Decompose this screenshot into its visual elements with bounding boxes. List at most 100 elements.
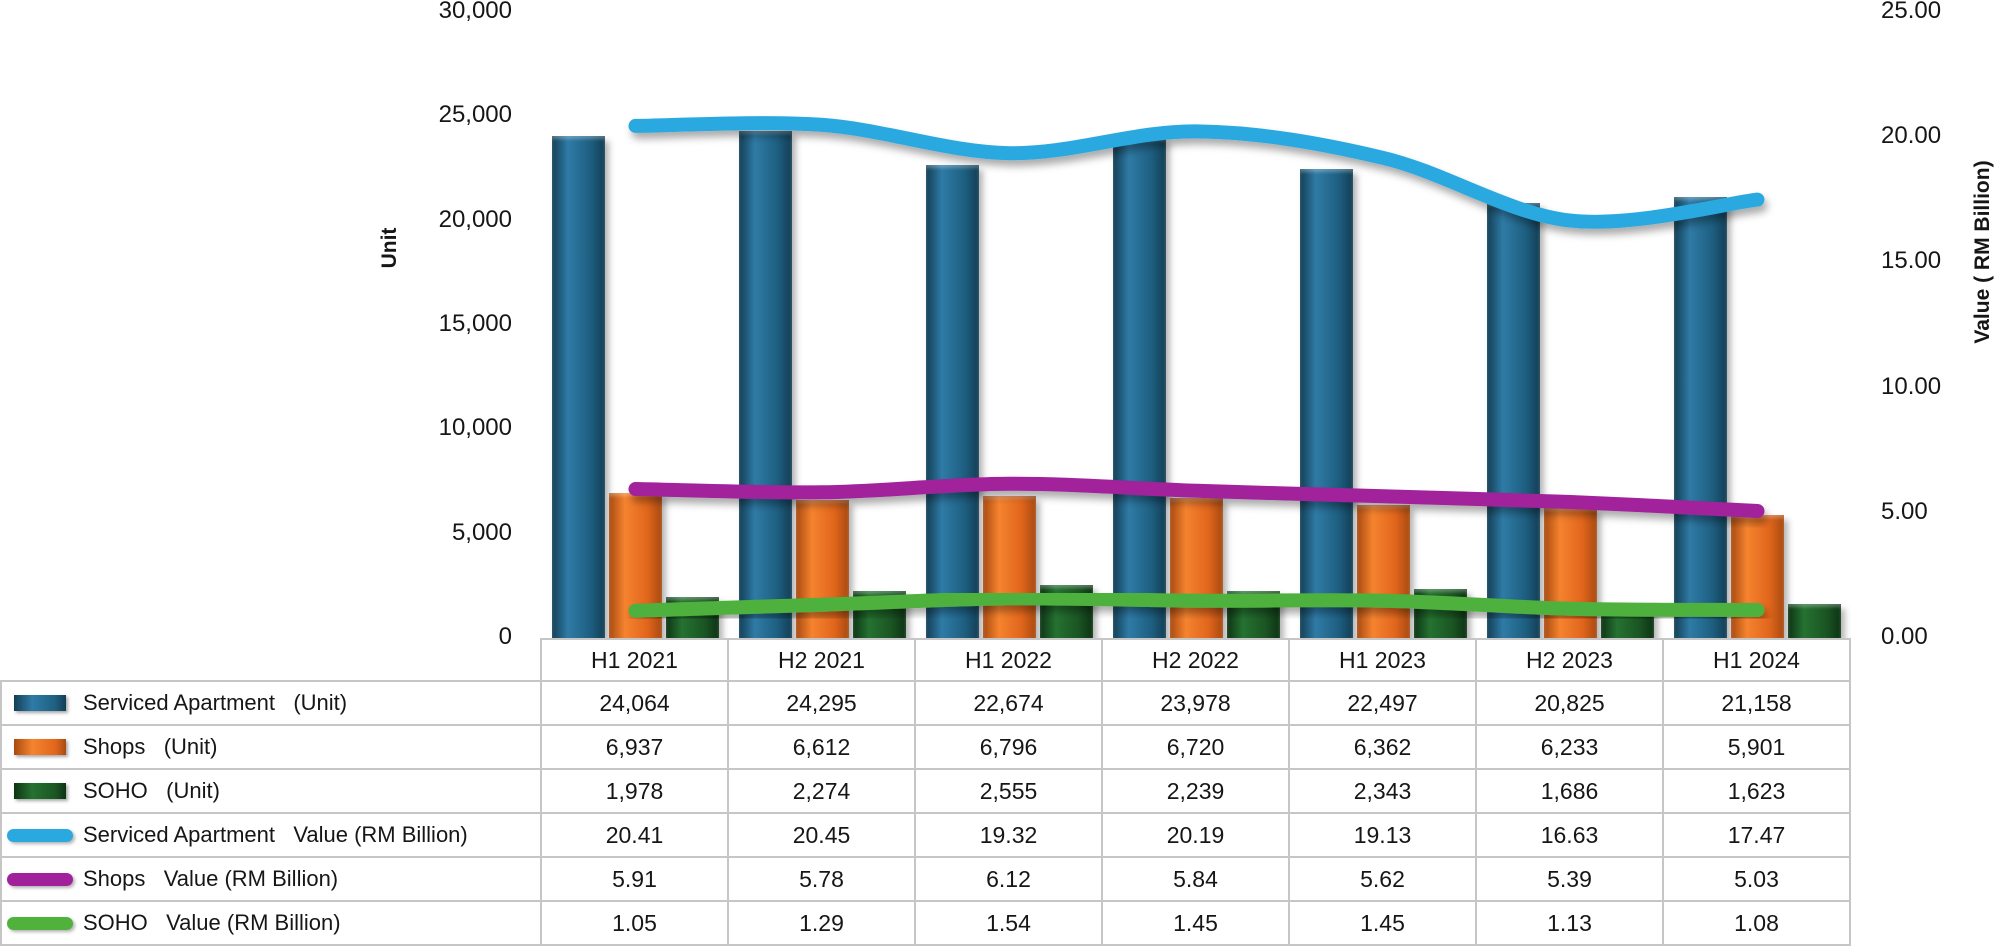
table-value-soho-unit-h2-2021: 2,274 bbox=[729, 770, 916, 814]
bar-shops-unit-h1-2022 bbox=[983, 496, 1036, 638]
table-corner-blank bbox=[0, 638, 542, 682]
table-value-serviced-apartment-unit-h1-2022: 22,674 bbox=[916, 682, 1103, 726]
table-value-shops-unit-h2-2023: 6,233 bbox=[1477, 726, 1664, 770]
table-value-serviced-apartment-unit-h2-2022: 23,978 bbox=[1103, 682, 1290, 726]
table-value-soho-value-h2-2022: 1.45 bbox=[1103, 902, 1290, 946]
bar-serviced-apartment-unit-h2-2023 bbox=[1487, 203, 1540, 638]
table-value-soho-value-h1-2024: 1.08 bbox=[1664, 902, 1851, 946]
legend-bar-swatch-shops-unit bbox=[14, 739, 66, 755]
bar-shops-unit-h2-2023 bbox=[1544, 508, 1597, 638]
table-value-soho-unit-h1-2022: 2,555 bbox=[916, 770, 1103, 814]
legend-cell-serviced-apartment-value: Serviced Apartment Value (RM Billion) bbox=[0, 814, 542, 858]
legend-label: Serviced Apartment Value (RM Billion) bbox=[83, 822, 468, 847]
legend-line-swatch-soho-value bbox=[7, 916, 73, 930]
table-value-shops-unit-h1-2022: 6,796 bbox=[916, 726, 1103, 770]
table-value-shops-value-h1-2023: 5.62 bbox=[1290, 858, 1477, 902]
right-axis-tick: 20.00 bbox=[1881, 122, 1942, 150]
bar-serviced-apartment-unit-h1-2024 bbox=[1674, 197, 1727, 638]
left-axis-tick: 25,000 bbox=[438, 101, 512, 129]
table-value-soho-value-h1-2022: 1.54 bbox=[916, 902, 1103, 946]
left-axis-tick: 10,000 bbox=[438, 414, 512, 442]
left-axis-tick: 15,000 bbox=[438, 310, 512, 337]
legend-label: SOHO Value (RM Billion) bbox=[83, 910, 341, 935]
legend-line-swatch-shops-value bbox=[7, 872, 73, 886]
legend-swatch-box bbox=[7, 916, 79, 930]
table-value-shops-unit-h2-2021: 6,612 bbox=[729, 726, 916, 770]
table-value-serviced-apartment-unit-h2-2023: 20,825 bbox=[1477, 682, 1664, 726]
bar-soho-unit-h2-2022 bbox=[1227, 591, 1280, 638]
table-value-soho-unit-h1-2023: 2,343 bbox=[1290, 770, 1477, 814]
bar-soho-unit-h1-2022 bbox=[1040, 585, 1093, 638]
right-axis-tick: 5.00 bbox=[1881, 497, 1928, 525]
left-axis-tick: 5,000 bbox=[451, 518, 512, 546]
bar-serviced-apartment-unit-h1-2022 bbox=[926, 165, 979, 638]
legend-swatch-box bbox=[7, 872, 79, 886]
table-value-soho-unit-h1-2021: 1,978 bbox=[542, 770, 729, 814]
legend-label: Serviced Apartment (Unit) bbox=[83, 690, 348, 715]
legend-bar-swatch-serviced-apartment-unit bbox=[14, 695, 66, 711]
legend-swatch-box bbox=[7, 783, 79, 799]
table-value-shops-value-h1-2021: 5.91 bbox=[542, 858, 729, 902]
table-header-cell: H2 2022 bbox=[1103, 638, 1290, 682]
table-value-soho-unit-h2-2022: 2,239 bbox=[1103, 770, 1290, 814]
legend-swatch-box bbox=[7, 695, 79, 711]
table-value-soho-unit-h2-2023: 1,686 bbox=[1477, 770, 1664, 814]
legend-line-swatch-serviced-apartment-value bbox=[7, 828, 73, 842]
legend-label: Shops (Unit) bbox=[83, 734, 218, 759]
table-header-cell: H2 2023 bbox=[1477, 638, 1664, 682]
bar-soho-unit-h1-2024 bbox=[1788, 604, 1841, 638]
right-axis-tick: 15.00 bbox=[1881, 247, 1942, 275]
legend-swatch-box bbox=[7, 739, 79, 755]
right-axis-tick: 10.00 bbox=[1881, 372, 1942, 400]
table-value-serviced-apartment-value-h1-2024: 17.47 bbox=[1664, 814, 1851, 858]
table-value-shops-unit-h1-2021: 6,937 bbox=[542, 726, 729, 770]
bar-shops-unit-h1-2024 bbox=[1731, 515, 1784, 638]
legend-cell-serviced-apartment-unit: Serviced Apartment (Unit) bbox=[0, 682, 542, 726]
table-value-soho-value-h2-2021: 1.29 bbox=[729, 902, 916, 946]
table-value-serviced-apartment-value-h1-2022: 19.32 bbox=[916, 814, 1103, 858]
bar-serviced-apartment-unit-h2-2021 bbox=[739, 131, 792, 638]
table-value-serviced-apartment-value-h2-2023: 16.63 bbox=[1477, 814, 1664, 858]
left-axis-tick: 20,000 bbox=[438, 205, 512, 233]
table-value-shops-value-h1-2022: 6.12 bbox=[916, 858, 1103, 902]
legend-cell-soho-unit: SOHO (Unit) bbox=[0, 770, 542, 814]
legend-swatch-box bbox=[7, 828, 79, 842]
bar-shops-unit-h2-2021 bbox=[796, 500, 849, 638]
table-value-shops-unit-h1-2023: 6,362 bbox=[1290, 726, 1477, 770]
table-header-cell: H1 2024 bbox=[1664, 638, 1851, 682]
chart-data-table: H1 2021 H2 2021 H1 2022 H2 2022 H1 2023 H2 20… bbox=[0, 638, 1851, 946]
bar-shops-unit-h1-2021 bbox=[609, 493, 662, 638]
table-value-serviced-apartment-unit-h1-2023: 22,497 bbox=[1290, 682, 1477, 726]
table-value-shops-value-h2-2021: 5.78 bbox=[729, 858, 916, 902]
table-value-serviced-apartment-value-h2-2022: 20.19 bbox=[1103, 814, 1290, 858]
legend-label: Shops Value (RM Billion) bbox=[83, 866, 339, 891]
left-axis-tick: 0 bbox=[498, 623, 512, 650]
table-value-serviced-apartment-value-h1-2021: 20.41 bbox=[542, 814, 729, 858]
bar-soho-unit-h2-2021 bbox=[853, 591, 906, 638]
bar-soho-unit-h2-2023 bbox=[1601, 603, 1654, 638]
table-header-cell: H2 2021 bbox=[729, 638, 916, 682]
table-header-cell: H1 2021 bbox=[542, 638, 729, 682]
table-value-shops-value-h2-2023: 5.39 bbox=[1477, 858, 1664, 902]
table-value-soho-value-h2-2023: 1.13 bbox=[1477, 902, 1664, 946]
table-value-serviced-apartment-unit-h1-2024: 21,158 bbox=[1664, 682, 1851, 726]
table-value-serviced-apartment-unit-h2-2021: 24,295 bbox=[729, 682, 916, 726]
bar-shops-unit-h1-2023 bbox=[1357, 505, 1410, 638]
table-value-shops-value-h1-2024: 5.03 bbox=[1664, 858, 1851, 902]
table-header-cell: H1 2022 bbox=[916, 638, 1103, 682]
bar-serviced-apartment-unit-h1-2021 bbox=[552, 136, 605, 638]
table-value-serviced-apartment-value-h1-2023: 19.13 bbox=[1290, 814, 1477, 858]
bar-soho-unit-h1-2021 bbox=[666, 597, 719, 638]
table-value-shops-value-h2-2022: 5.84 bbox=[1103, 858, 1290, 902]
table-value-serviced-apartment-unit-h1-2021: 24,064 bbox=[542, 682, 729, 726]
table-value-soho-unit-h1-2024: 1,623 bbox=[1664, 770, 1851, 814]
table-value-shops-unit-h2-2022: 6,720 bbox=[1103, 726, 1290, 770]
right-axis-tick: 25.00 bbox=[1881, 0, 1942, 24]
bar-shops-unit-h2-2022 bbox=[1170, 498, 1223, 638]
bar-serviced-apartment-unit-h1-2023 bbox=[1300, 169, 1353, 638]
legend-cell-shops-value: Shops Value (RM Billion) bbox=[0, 858, 542, 902]
legend-cell-shops-unit: Shops (Unit) bbox=[0, 726, 542, 770]
table-value-soho-value-h1-2023: 1.45 bbox=[1290, 902, 1477, 946]
legend-cell-soho-value: SOHO Value (RM Billion) bbox=[0, 902, 542, 946]
